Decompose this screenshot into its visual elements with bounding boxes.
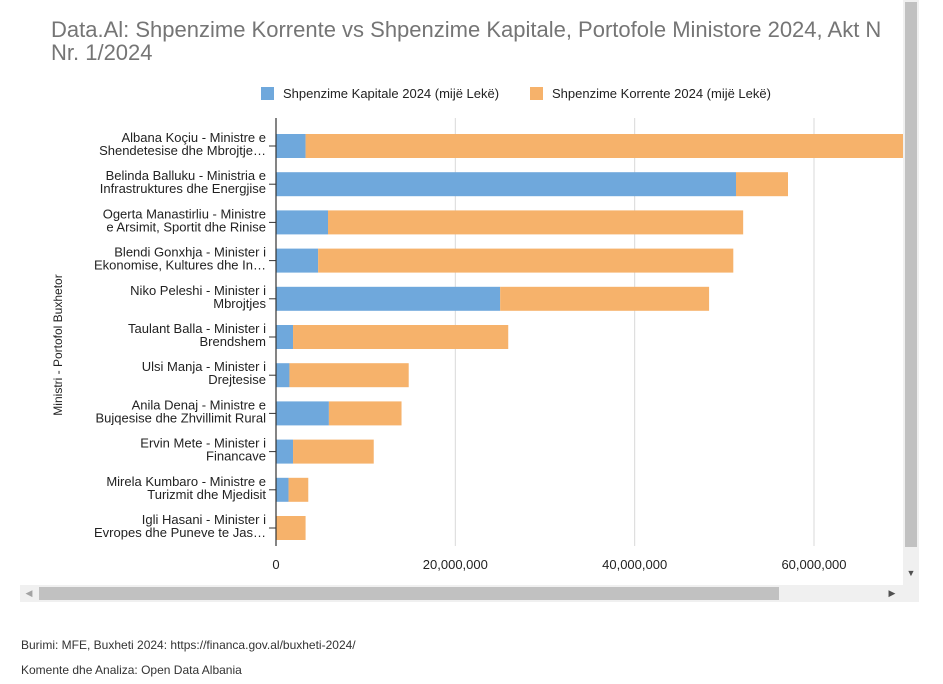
bar-shpenzime-korrente-10 <box>276 516 306 540</box>
category-label-0-line-1: Shendetesise dhe Mbrojtje… <box>99 143 266 158</box>
category-label-7-line-0: Anila Denaj - Ministre e <box>132 397 266 412</box>
bar-shpenzime-kapitale-8 <box>276 439 294 464</box>
horizontal-scrollbar[interactable]: ◀ ▶ <box>20 585 919 602</box>
bar-shpenzime-korrente-4 <box>500 286 710 311</box>
category-label-9-line-0: Mirela Kumbaro - Ministre e <box>106 474 266 489</box>
bar-shpenzime-korrente-0 <box>305 134 903 158</box>
x-tick-label-0: 0 <box>272 557 279 572</box>
vertical-scrollbar[interactable]: ▼ <box>903 0 919 585</box>
category-label-1-line-0: Belinda Balluku - Ministria e <box>106 168 266 183</box>
bar-shpenzime-kapitale-2 <box>276 210 329 235</box>
category-label-2-line-1: e Arsimit, Sportit dhe Rinise <box>106 219 266 234</box>
bar-shpenzime-korrente-1 <box>735 172 788 197</box>
legend-label-korrente: Shpenzime Korrente 2024 (mijë Lekë) <box>552 86 771 101</box>
category-label-10-line-1: Evropes dhe Puneve te Jas… <box>94 525 266 540</box>
category-label-2: Ogerta Manastirliu - Ministre e Arsimit, … <box>103 206 266 234</box>
bar-shpenzime-kapitale-3 <box>276 248 319 273</box>
category-label-5: Taulant Balla - Minister i Brendshem <box>128 321 266 349</box>
category-label-8: Ervin Mete - Minister i Financave <box>140 436 266 464</box>
category-label-4-line-0: Niko Peleshi - Minister i <box>130 283 266 298</box>
comment-note: Komente dhe Analiza: Open Data Albania <box>21 663 242 677</box>
chart-title-line-1: Data.Al: Shpenzime Korrente vs Shpenzime… <box>51 17 882 42</box>
category-label-6: Ulsi Manja - Minister i Drejtesise <box>142 359 266 387</box>
category-label-5-line-1: Brendshem <box>200 334 266 349</box>
stacked-bar-chart: Albana Koçiu - Ministre e Shendetesise dh… <box>51 118 903 572</box>
horizontal-scrollbar-thumb[interactable] <box>39 587 779 600</box>
bars-group <box>276 134 903 540</box>
category-label-9: Mirela Kumbaro - Ministre e Turizmit dhe … <box>106 474 266 502</box>
bar-shpenzime-kapitale-1 <box>276 172 736 197</box>
bar-shpenzime-korrente-3 <box>318 248 734 273</box>
category-label-9-line-1: Turizmit dhe Mjedisit <box>147 487 266 502</box>
source-note: Burimi: MFE, Buxheti 2024: https://finan… <box>21 638 356 652</box>
x-tick-label-1: 20,000,000 <box>423 557 488 572</box>
category-label-2-line-0: Ogerta Manastirliu - Ministre <box>103 206 266 221</box>
category-label-1: Belinda Balluku - Ministria e Infrastrukt… <box>100 168 266 196</box>
bar-shpenzime-kapitale-9 <box>276 477 289 502</box>
category-label-6-line-0: Ulsi Manja - Minister i <box>142 359 266 374</box>
category-label-3-line-0: Blendi Gonxhja - Minister i <box>114 245 266 260</box>
category-label-3-line-1: Ekonomise, Kultures dhe In… <box>94 258 266 273</box>
x-tick-label-2: 40,000,000 <box>602 557 667 572</box>
bar-shpenzime-kapitale-4 <box>276 286 501 311</box>
bar-shpenzime-kapitale-5 <box>276 325 294 349</box>
y-axis-title: Ministri - Portofol Buxhetor <box>51 274 65 415</box>
bar-shpenzime-korrente-8 <box>293 439 374 464</box>
category-label-6-line-1: Drejtesise <box>208 372 266 387</box>
chart-viewport: Data.Al: Shpenzime Korrente vs Shpenzime… <box>51 18 903 572</box>
category-label-8-line-1: Financave <box>206 449 266 464</box>
bar-shpenzime-korrente-5 <box>293 325 509 349</box>
category-label-8-line-0: Ervin Mete - Minister i <box>140 436 266 451</box>
scroll-down-arrow-icon[interactable]: ▼ <box>906 568 916 578</box>
chart-title-line-2: Nr. 1/2024 <box>51 40 153 65</box>
bar-shpenzime-kapitale-0 <box>276 134 306 158</box>
category-label-0-line-0: Albana Koçiu - Ministre e <box>121 130 266 145</box>
bar-shpenzime-korrente-2 <box>328 210 744 235</box>
legend-label-kapitale: Shpenzime Kapitale 2024 (mijë Lekë) <box>283 86 500 101</box>
category-label-7-line-1: Bujqesise dhe Zhvillimit Rural <box>95 410 266 425</box>
legend-swatch-korrente <box>530 87 543 100</box>
legend-swatch-kapitale <box>261 87 274 100</box>
category-label-10-line-0: Igli Hasani - Minister i <box>142 512 266 527</box>
scroll-right-arrow-icon[interactable]: ▶ <box>888 588 896 598</box>
bar-shpenzime-kapitale-6 <box>276 363 290 388</box>
bar-shpenzime-kapitale-7 <box>276 401 329 426</box>
category-label-10: Igli Hasani - Minister i Evropes dhe Pune… <box>94 512 266 540</box>
category-label-4: Niko Peleshi - Minister i Mbrojtjes <box>130 283 266 311</box>
category-label-0: Albana Koçiu - Ministre e Shendetesise dh… <box>99 130 266 158</box>
bar-shpenzime-korrente-6 <box>289 363 409 388</box>
bar-shpenzime-korrente-7 <box>328 401 402 426</box>
category-label-7: Anila Denaj - Ministre e Bujqesise dhe Zh… <box>95 397 266 425</box>
chart-title: Data.Al: Shpenzime Korrente vs Shpenzime… <box>51 18 903 64</box>
bar-shpenzime-korrente-9 <box>288 477 309 502</box>
vertical-scrollbar-thumb[interactable] <box>905 2 917 547</box>
category-label-5-line-0: Taulant Balla - Minister i <box>128 321 266 336</box>
category-label-4-line-1: Mbrojtjes <box>213 296 266 311</box>
scroll-left-arrow-icon[interactable]: ◀ <box>25 588 33 598</box>
x-tick-label-3: 60,000,000 <box>781 557 846 572</box>
category-label-3: Blendi Gonxhja - Minister i Ekonomise, Ku… <box>94 245 266 273</box>
category-label-1-line-1: Infrastruktures dhe Energjise <box>100 181 266 196</box>
